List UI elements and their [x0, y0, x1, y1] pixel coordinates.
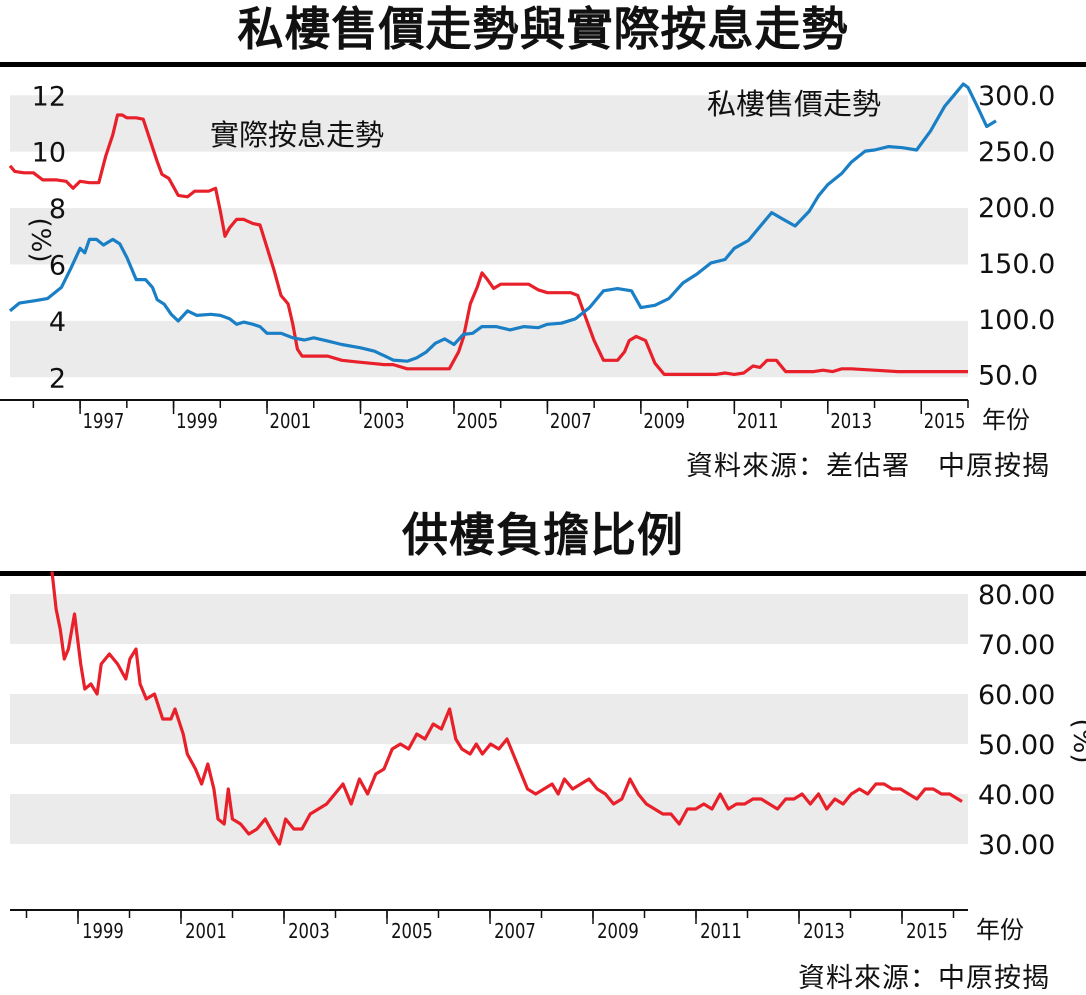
chart2-source: 資料來源：中原按揭 — [798, 963, 1050, 994]
x-tick-label: 2001 — [185, 921, 227, 944]
x-tick-label: 2015 — [924, 411, 966, 434]
chart1-top-rule — [0, 62, 1086, 67]
chart2-svg: 30.00 40.00 50.00 60.00 70.00 80.00 (%) 1999 200… — [10, 571, 1086, 944]
y-tick-label: 30.00 — [978, 830, 1055, 861]
series-label-mortgage-rate: 實際按息走勢 — [210, 118, 384, 152]
x-unit-label: 年份 — [982, 406, 1030, 434]
grid-band — [10, 95, 968, 152]
x-tick-label: 2009 — [597, 921, 639, 944]
y-right-tick-label: 150.0 — [978, 249, 1055, 280]
series-label-property-price: 私樓售價走勢 — [707, 87, 881, 121]
x-tick-label: 1997 — [83, 411, 125, 434]
x-tick-label: 2009 — [643, 411, 685, 434]
y-left-tick-label: 6 — [49, 250, 66, 281]
y-left-tick-label: 4 — [49, 307, 66, 338]
grid-band — [10, 320, 968, 378]
x-tick-label: 2007 — [550, 411, 592, 434]
y-right-tick-label: 50.0 — [978, 361, 1038, 392]
x-tick-label: 2013 — [803, 921, 845, 944]
x-tick-label: 2011 — [737, 411, 779, 434]
x-tick-label: 2003 — [363, 411, 405, 434]
chart1-svg: 2 4 6 8 10 12 50.0 100.0 150.0 200.0 250.0 300.0 (%)… — [0, 81, 1055, 434]
y-tick-label: 70.00 — [978, 630, 1055, 661]
chart1-source: 資料來源：差估署 中原按揭 — [686, 451, 1050, 482]
y-left-tick-label: 12 — [32, 81, 66, 112]
y-right-tick-label: 250.0 — [978, 137, 1055, 168]
x-tick-label: 2001 — [270, 411, 312, 434]
x-tick-label: 2005 — [391, 921, 433, 944]
x-tick-label: 1999 — [176, 411, 218, 434]
grid-band — [10, 208, 968, 265]
y-left-tick-label: 2 — [49, 363, 66, 394]
y-right-tick-label: 300.0 — [978, 81, 1055, 112]
chart1-title: 私樓售價走勢與實際按息走勢 — [237, 2, 849, 56]
y-tick-label: 80.00 — [978, 580, 1055, 611]
y-right-tick-label: 200.0 — [978, 193, 1055, 224]
y-left-tick-label: 10 — [32, 138, 66, 169]
x-tick-label: 2011 — [700, 921, 742, 944]
y-left-tick-label: 8 — [49, 194, 66, 225]
mortgage-rate-line — [8, 113, 968, 376]
y-tick-label: 40.00 — [978, 780, 1055, 811]
x-tick-label: 2015 — [906, 921, 948, 944]
x-tick-label: 1999 — [82, 921, 124, 944]
y-tick-label: 60.00 — [978, 680, 1055, 711]
grid-band — [10, 694, 968, 744]
chart2-top-rule — [0, 571, 1086, 576]
y-tick-label: 50.00 — [978, 730, 1055, 761]
y-axis-label: (%) — [1067, 719, 1086, 764]
y-right-tick-label: 100.0 — [978, 305, 1055, 336]
y-left-axis-label: (%) — [25, 218, 55, 263]
affordability-ratio-line — [50, 571, 963, 846]
x-unit-label: 年份 — [976, 916, 1024, 944]
x-tick-label: 2007 — [494, 921, 536, 944]
x-tick-label: 2013 — [830, 411, 872, 434]
x-tick-label: 2003 — [288, 921, 330, 944]
x-tick-label: 2005 — [456, 411, 498, 434]
property-price-line — [8, 82, 997, 363]
chart2-title: 供樓負擔比例 — [402, 508, 684, 562]
grid-band — [10, 594, 968, 644]
